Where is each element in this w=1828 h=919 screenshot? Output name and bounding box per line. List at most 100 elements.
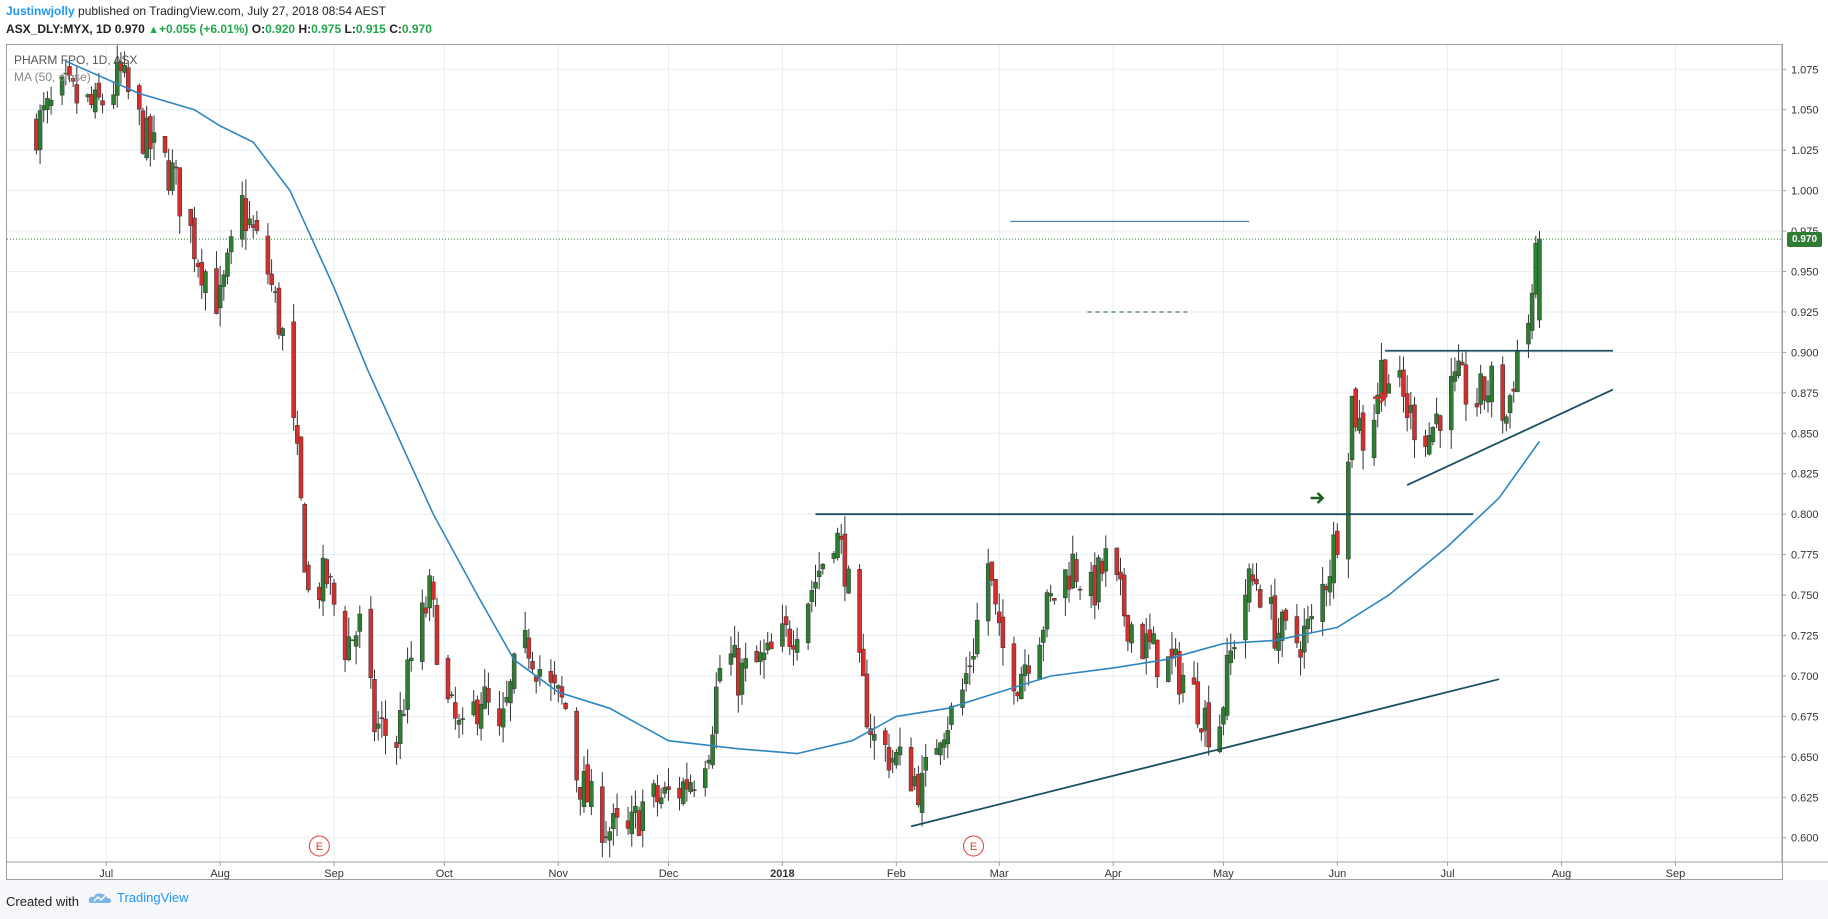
candle-body: [1246, 568, 1252, 603]
earnings-marker: [308, 835, 330, 857]
candle-body: [655, 785, 660, 803]
candle-body: [144, 117, 149, 159]
candle-body: [563, 703, 568, 709]
candle-body: [1000, 616, 1006, 648]
candle-body: [728, 653, 734, 665]
candle-body: [148, 116, 153, 150]
candle-body: [195, 263, 201, 267]
y-tick-label: 0.875: [1791, 388, 1819, 400]
candle-body: [1382, 359, 1388, 398]
candle-body: [600, 786, 605, 843]
candle-body: [1272, 595, 1278, 649]
x-tick-label: Oct: [436, 868, 453, 880]
candle-body: [41, 105, 46, 111]
candle-body: [166, 160, 171, 191]
candle-body: [1279, 611, 1285, 641]
x-tick-label: Dec: [659, 868, 679, 880]
candle-body: [114, 61, 120, 96]
x-tick-label: Sep: [1666, 868, 1686, 880]
candle-body: [37, 110, 43, 150]
candle-body: [70, 78, 76, 82]
candle-body: [611, 813, 616, 829]
candle-body: [765, 642, 770, 651]
candle-body: [662, 787, 668, 794]
candle-body: [1257, 589, 1263, 608]
candle-body: [960, 689, 965, 708]
y-tick-label: 0.950: [1791, 266, 1819, 278]
candle-body: [1026, 665, 1031, 674]
candle-body: [1511, 388, 1516, 392]
y-tick-label: 0.900: [1791, 347, 1819, 359]
x-tick-label: Aug: [1552, 868, 1572, 880]
annotation-arrow-icon: [1373, 391, 1387, 404]
candle-body: [1327, 576, 1333, 593]
candle-body: [405, 659, 410, 710]
candle-body: [894, 752, 899, 766]
candle-body: [603, 836, 609, 839]
candle-body: [989, 561, 995, 581]
candle-body: [993, 579, 998, 605]
candle-body: [559, 686, 565, 698]
candle-body: [383, 718, 388, 736]
candle-body: [162, 136, 168, 153]
candle-body: [809, 590, 815, 602]
candle-body: [897, 746, 903, 756]
candle-body: [938, 742, 943, 756]
candle-body: [1357, 418, 1362, 431]
candle-body: [857, 569, 862, 653]
symbol-header: ASX_DLY:MYX, 1D 0.970 ▲+0.055 (+6.01%) O…: [6, 21, 432, 38]
y-tick-label: 1.075: [1791, 64, 1819, 76]
candle-body: [820, 563, 826, 570]
candle-body: [963, 673, 969, 684]
candle-body: [530, 660, 535, 670]
candle-body: [1507, 395, 1513, 413]
candle-body: [526, 637, 532, 659]
candle-body: [934, 748, 940, 755]
candle-body: [794, 639, 800, 653]
candle-body: [916, 773, 921, 806]
candle-body: [375, 723, 381, 729]
candle-body: [861, 648, 866, 677]
candle-body: [111, 94, 116, 105]
tradingview-link[interactable]: TradingView: [88, 890, 189, 905]
candle-body: [805, 603, 811, 644]
candle-body: [280, 328, 285, 336]
candle-body: [522, 630, 528, 649]
candle-body: [912, 776, 917, 787]
candle-body: [816, 570, 822, 578]
candle-body: [1243, 594, 1248, 641]
candle-body: [732, 644, 737, 658]
candle-body: [680, 781, 686, 804]
candle-body: [1202, 707, 1208, 731]
candle-body: [658, 797, 664, 805]
candle-body: [1199, 728, 1204, 733]
candle-body: [482, 686, 487, 709]
candle-body: [1430, 426, 1436, 443]
y-tick-label: 0.600: [1791, 833, 1819, 845]
candle-body: [787, 628, 793, 647]
candle-body: [1408, 405, 1414, 413]
candle-body: [1044, 592, 1050, 630]
candle-body: [1048, 593, 1053, 597]
candle-body: [1129, 624, 1134, 644]
candle-body: [1096, 557, 1101, 603]
candle-body: [225, 252, 230, 277]
candle-body: [346, 636, 352, 661]
candle-body: [640, 801, 646, 831]
candle-body: [1533, 243, 1539, 295]
price-chart[interactable]: 0.600 0.625 0.650 0.675 0.700 0.725 0.750 0.775…: [0, 0, 1828, 880]
candle-body: [1254, 578, 1259, 585]
candle-body: [1077, 588, 1083, 591]
author-link[interactable]: Justinwjolly: [6, 4, 75, 18]
candle-body: [838, 535, 844, 540]
candle-body: [1360, 412, 1366, 451]
candle-body: [269, 273, 274, 285]
candle-body: [555, 685, 561, 689]
y-tick-label: 0.825: [1791, 469, 1819, 481]
y-tick-label: 0.925: [1791, 307, 1819, 319]
candle-body: [1232, 647, 1237, 650]
candle-body: [434, 605, 440, 665]
candle-body: [1434, 413, 1439, 425]
candle-body: [1401, 369, 1406, 397]
candle-body: [423, 607, 429, 614]
